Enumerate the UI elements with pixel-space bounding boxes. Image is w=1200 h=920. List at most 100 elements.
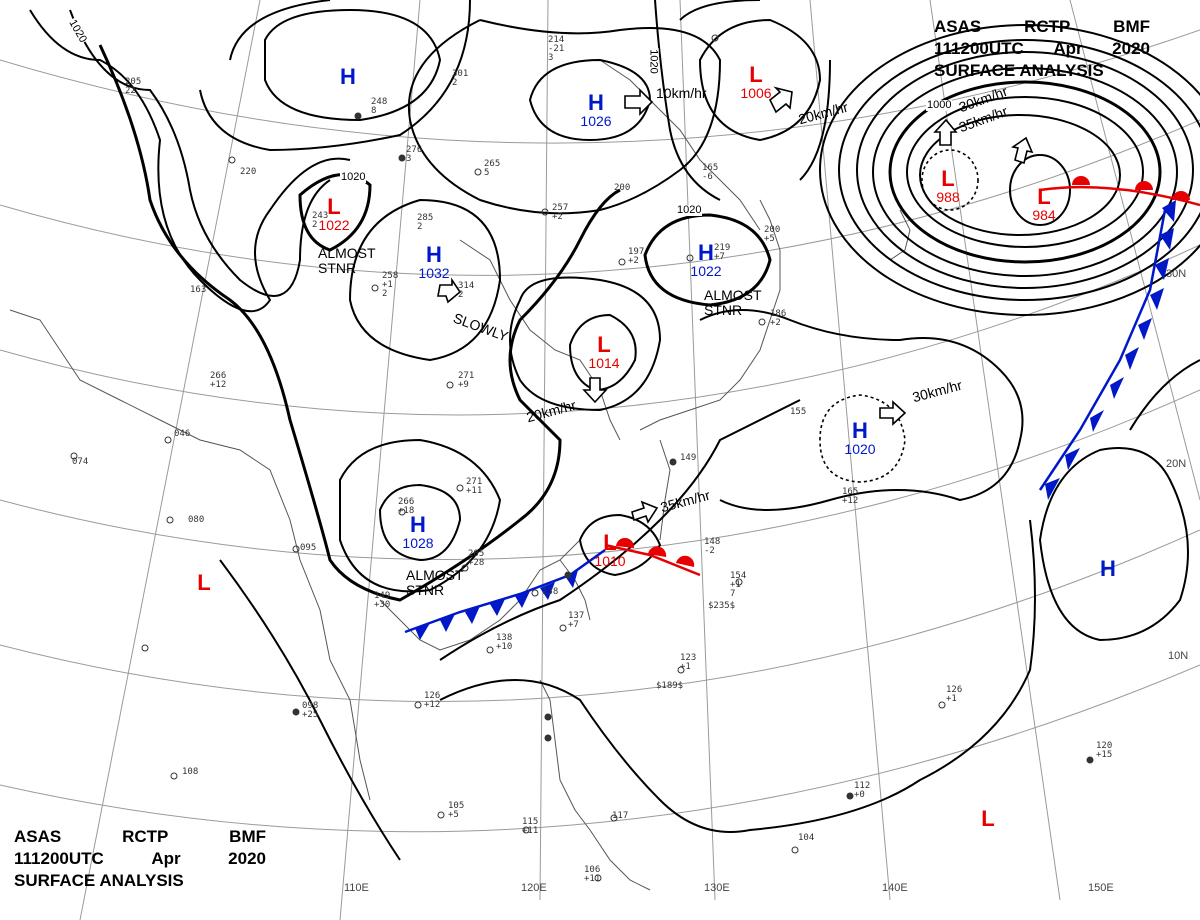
station-symbols bbox=[70, 34, 1094, 882]
warm-front-west bbox=[604, 537, 701, 577]
station-plot: 200 +5 bbox=[764, 225, 781, 244]
lon-label: 140E bbox=[882, 882, 908, 894]
station-plot: 314 2 bbox=[458, 281, 475, 300]
station-plot: 285 2 bbox=[417, 213, 434, 232]
station-plot: 276 3 bbox=[406, 145, 423, 164]
low-center-5: L 984 bbox=[1032, 184, 1056, 223]
station-plot: 149 +30 bbox=[374, 591, 391, 610]
header-time: 111200UTC bbox=[14, 849, 104, 868]
station-plot: 126 +12 bbox=[424, 691, 441, 710]
header-month: Apr bbox=[151, 849, 181, 868]
station-plot: 301 2 bbox=[452, 69, 469, 88]
station-plot: 046 bbox=[174, 429, 191, 439]
station-plot: 265 5 bbox=[484, 159, 501, 178]
isobar-label: 1020 bbox=[340, 171, 367, 183]
motion-note-almost-stnr: ALMOST STNR bbox=[704, 287, 762, 318]
coastlines bbox=[9, 59, 911, 891]
lat-label: 30N bbox=[1166, 268, 1187, 280]
high-center-6: H 1028 bbox=[402, 512, 434, 551]
low-center-7: L bbox=[197, 570, 211, 595]
title-block-top-right: ASAS RCTP BMF 111200UTC Apr 2020 SURFACE ANA… bbox=[934, 16, 1150, 82]
station-plot: 165 +12 bbox=[842, 487, 859, 506]
isobar-label: 1020 bbox=[676, 204, 703, 216]
lon-label: 150E bbox=[1088, 882, 1114, 894]
station-plot: 197 +2 bbox=[628, 247, 645, 266]
station-plot: 108 bbox=[182, 767, 199, 777]
high-center-4: H 1022 bbox=[690, 240, 722, 279]
station-plot: 165 -6 bbox=[702, 163, 719, 182]
station-plot: 074 bbox=[72, 457, 89, 467]
low-center-1: L 1006 bbox=[740, 62, 772, 101]
station-plot: 117 bbox=[612, 811, 629, 821]
header-month: Apr bbox=[1053, 39, 1083, 58]
station-plot: 104 bbox=[798, 833, 815, 843]
header-center: ASAS bbox=[14, 827, 62, 846]
station-plot: 080 bbox=[188, 515, 205, 525]
lon-label: 120E bbox=[521, 882, 547, 894]
low-rings bbox=[819, 24, 1200, 316]
lon-label: 110E bbox=[344, 882, 369, 894]
header-org: BMF bbox=[229, 827, 266, 846]
station-plot: 205 +28 bbox=[468, 549, 485, 568]
station-plot: 243 2 bbox=[312, 211, 329, 230]
station-plot: 137 +7 bbox=[568, 611, 585, 630]
station-plot: 115 +11 bbox=[522, 817, 539, 836]
high-center-5: H 1020 bbox=[844, 418, 876, 457]
station-plot: 149 bbox=[680, 453, 697, 463]
header-year: 2020 bbox=[228, 849, 266, 868]
station-plot: 257 +2 bbox=[552, 203, 569, 222]
title-block-bottom-left: ASAS RCTP BMF 111200UTC Apr 2020 SURFACE ANA… bbox=[14, 826, 266, 892]
isobar-label: 1020 bbox=[647, 48, 660, 75]
station-plot: 220 bbox=[240, 167, 257, 177]
header-center: ASAS bbox=[934, 17, 982, 36]
cold-front-east bbox=[1038, 200, 1176, 500]
motion-speed: 10km/hr bbox=[656, 85, 707, 101]
station-plot: 258 +1 2 bbox=[382, 271, 399, 299]
low-center-4: L 988 bbox=[936, 166, 960, 205]
high-center-7: H bbox=[1100, 556, 1116, 581]
header-year: 2020 bbox=[1112, 39, 1150, 58]
station-plot: 200 bbox=[614, 183, 631, 193]
station-plot: 120 +15 bbox=[1096, 741, 1113, 760]
station-plot: 095 bbox=[300, 543, 317, 553]
station-plot: $235$ bbox=[708, 601, 736, 611]
low-center-6: L 1010 bbox=[594, 530, 626, 569]
station-plot: 248 8 bbox=[371, 97, 388, 116]
low-center-3: L 1014 bbox=[588, 332, 620, 371]
lat-label: 10N bbox=[1168, 650, 1189, 662]
high-center-3: H 1032 bbox=[418, 242, 450, 281]
station-plot: 155 bbox=[790, 407, 807, 417]
station-plot: 123 +1 bbox=[680, 653, 697, 672]
station-plot: 163 bbox=[190, 285, 207, 295]
low-center-2: L 1022 bbox=[318, 194, 350, 233]
isobar-label: 1000 bbox=[926, 99, 953, 111]
station-plot: 098 +25 bbox=[302, 701, 319, 720]
station-plot: 271 +11 bbox=[466, 477, 483, 496]
station-plot: 138 +10 bbox=[496, 633, 513, 652]
station-plot: 106 +11 bbox=[584, 865, 601, 884]
header-product: SURFACE ANALYSIS bbox=[934, 61, 1104, 80]
lat-label: 20N bbox=[1166, 458, 1187, 470]
warm-front-east bbox=[1039, 176, 1200, 207]
station-plot: 271 +9 bbox=[458, 371, 475, 390]
station-plot: 214 -21 3 bbox=[548, 35, 565, 63]
station-plot: 126 +1 bbox=[946, 685, 963, 704]
station-plot: 112 +0 bbox=[854, 781, 871, 800]
station-plot: 148 -2 bbox=[704, 537, 721, 556]
high-center-2: H 1026 bbox=[580, 90, 612, 129]
header-source: RCTP bbox=[1024, 17, 1071, 36]
station-plot: 186 +2 bbox=[770, 309, 787, 328]
motion-note-almost-stnr: ALMOST STNR bbox=[318, 245, 376, 276]
station-plot: 205 22 bbox=[125, 77, 142, 96]
station-plot: $189$ bbox=[656, 681, 684, 691]
motion-note-almost-stnr: ALMOST STNR bbox=[406, 567, 464, 598]
header-time: 111200UTC bbox=[934, 39, 1024, 58]
header-product: SURFACE ANALYSIS bbox=[14, 871, 184, 890]
station-plot: 266 +12 bbox=[210, 371, 227, 390]
isobars bbox=[29, 0, 1200, 861]
header-org: BMF bbox=[1113, 17, 1150, 36]
station-plot: 105 +5 bbox=[448, 801, 465, 820]
lon-label: 130E bbox=[704, 882, 730, 894]
station-plot: 138 bbox=[542, 587, 559, 597]
